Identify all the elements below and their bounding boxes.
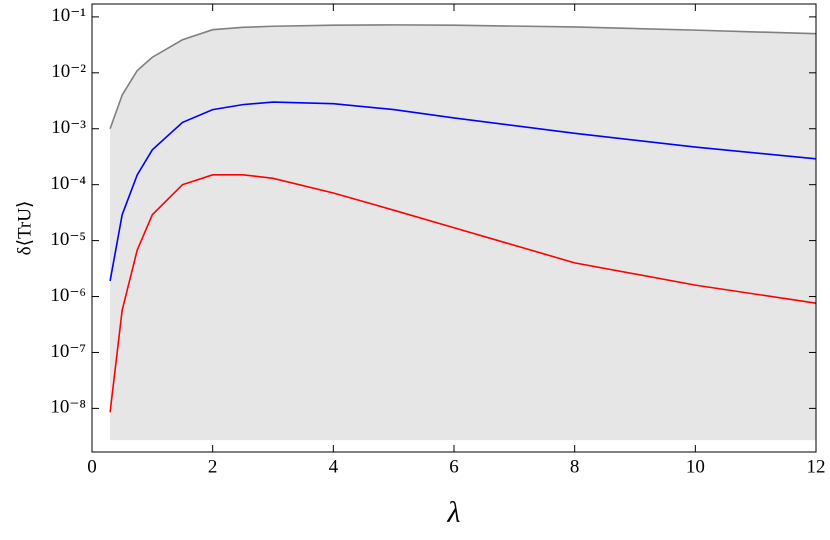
line xyxy=(109,24,817,130)
x-tick-label: 4 xyxy=(329,456,339,477)
y-tick-label: 10⁻⁵ xyxy=(50,229,86,250)
y-tick-label: 10⁻⁶ xyxy=(50,285,86,306)
x-axis-label: λ xyxy=(447,496,461,529)
x-tick-label: 0 xyxy=(87,456,97,477)
y-tick-label: 10⁻⁷ xyxy=(50,341,86,362)
x-tick-label: 8 xyxy=(570,456,580,477)
line xyxy=(109,174,817,413)
shaded-region xyxy=(110,24,817,441)
y-axis-label: δ⟨TrU⟩ xyxy=(14,201,35,256)
x-tick-label: 2 xyxy=(208,456,218,477)
x-tick-label: 6 xyxy=(449,456,459,477)
y-tick-label: 10⁻² xyxy=(51,61,86,82)
y-tick-label: 10⁻³ xyxy=(51,117,86,138)
line xyxy=(109,101,817,282)
x-tick-label: 10 xyxy=(686,456,705,477)
x-tick-label: 12 xyxy=(807,456,826,477)
y-tick-label: 10⁻⁸ xyxy=(50,397,86,418)
y-tick-label: 10⁻¹ xyxy=(51,5,86,26)
y-tick-label: 10⁻⁴ xyxy=(50,173,86,194)
